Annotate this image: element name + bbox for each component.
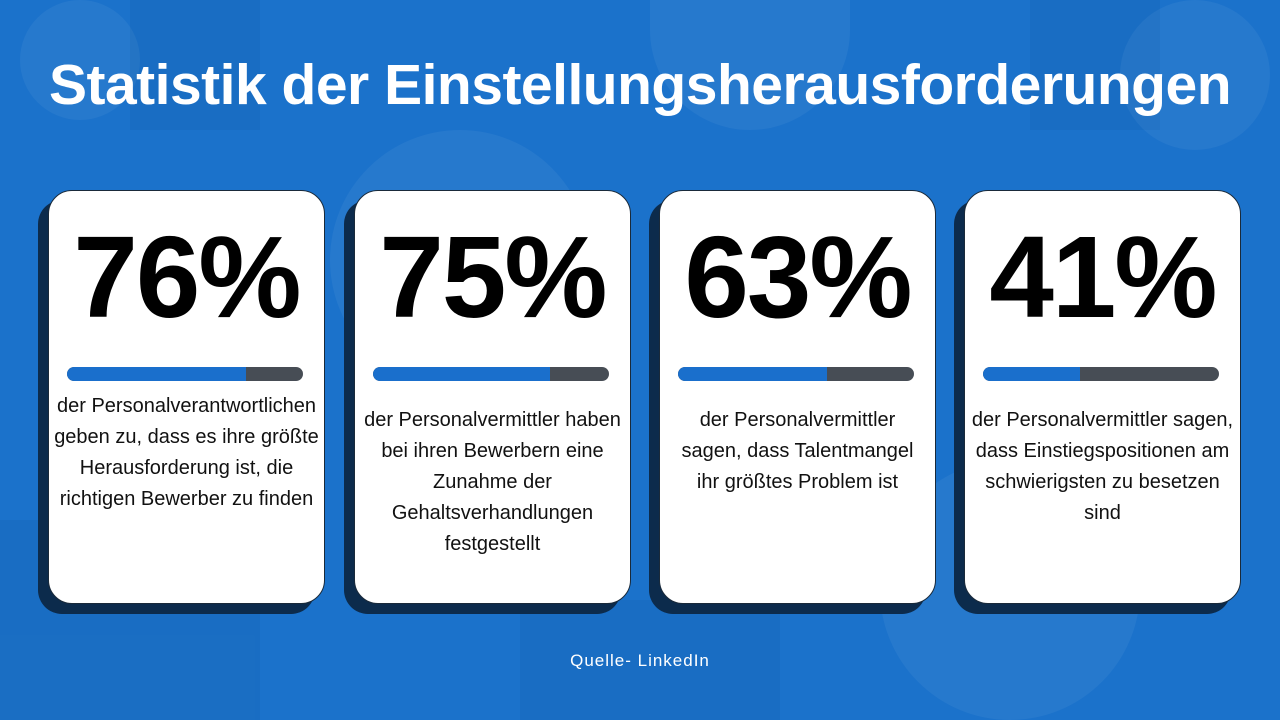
progress-fill [67,367,247,381]
progress-fill [678,367,827,381]
stat-card: 63% der Personalvermittler sagen, dass T… [649,190,936,614]
stat-description: der Personalverantwortlichen geben zu, d… [54,395,319,510]
progress-fill [983,367,1080,381]
stat-value: 75% [379,212,607,342]
stat-value: 41% [989,212,1217,342]
progress-bar [983,367,1219,381]
progress-bar [373,367,609,381]
stat-value: 63% [684,212,912,342]
progress-bar [67,367,303,381]
stat-description: der Personalvermittler sagen, dass Talen… [681,409,914,493]
card-body: 76% der Personalverantwortlichen geben z… [48,190,325,604]
source-label: Quelle- LinkedIn [570,651,710,670]
stat-card: 76% der Personalverantwortlichen geben z… [38,190,325,614]
page-title: Statistik der Einstellungsherausforderun… [48,53,1232,117]
card-body: 63% der Personalvermittler sagen, dass T… [659,190,936,604]
stat-description: der Personalvermittler haben bei ihren B… [364,409,621,555]
stat-card: 41% der Personalvermittler sagen, dass E… [954,190,1241,614]
stat-card: 75% der Personalvermittler haben bei ihr… [344,190,631,614]
card-body: 75% der Personalvermittler haben bei ihr… [354,190,631,604]
progress-fill [373,367,550,381]
stat-value: 76% [73,212,301,342]
progress-bar [678,367,914,381]
stat-description: der Personalvermittler sagen, dass Einst… [971,409,1234,524]
card-body: 41% der Personalvermittler sagen, dass E… [964,190,1241,604]
